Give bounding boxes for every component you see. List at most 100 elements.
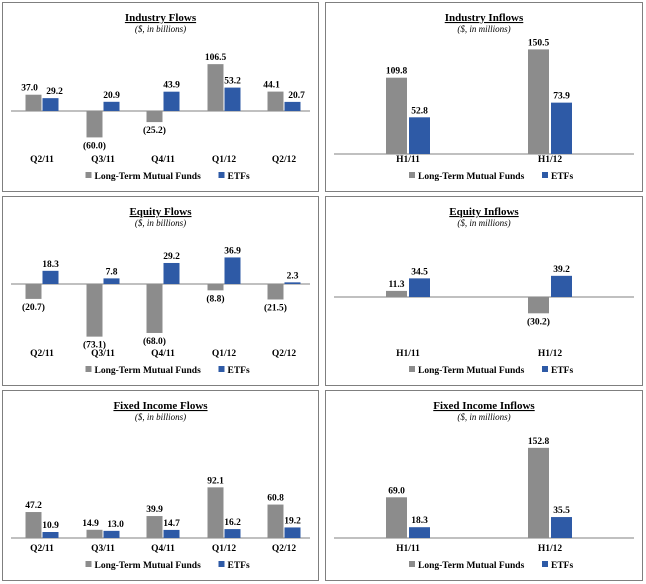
mutual-fund-bar-q3-11 xyxy=(86,284,103,337)
category-label: Q3/11 xyxy=(91,155,115,165)
etf-bar-q2-11 xyxy=(42,98,59,111)
legend-label-etfs: ETFs xyxy=(228,172,250,182)
etf-bar-q3-11 xyxy=(103,278,120,284)
legend-swatch-etfs xyxy=(542,366,548,372)
etf-bar-q4-11 xyxy=(163,91,180,111)
chart-subtitle: ($, in billions) xyxy=(135,24,186,34)
equity-inflows-chart: Equity Inflows ($, in millions) 11.3 (30.2)… xyxy=(325,196,643,386)
category-label: Q1/12 xyxy=(212,155,237,165)
mutual-fund-bar-q2-11 xyxy=(25,284,42,299)
data-label: 2.3 xyxy=(287,271,299,281)
equity-flows-svg: Equity Flows($, in billions) (20.7) (73.1)… xyxy=(11,206,310,376)
data-label: (30.2) xyxy=(527,316,550,327)
fixed-income-flows-chart: Fixed Income Flows ($, in billions) 47.2 14… xyxy=(2,390,319,581)
mutual-fund-bar-q1-12 xyxy=(207,487,224,538)
etf-bar-q2-12 xyxy=(284,101,301,111)
legend-swatch-mutual-funds xyxy=(85,172,92,178)
data-label: 14.9 xyxy=(82,519,99,529)
category-label: H1/12 xyxy=(538,155,563,165)
category-label: Q2/11 xyxy=(30,544,54,554)
data-label: 7.8 xyxy=(106,267,118,277)
data-label: 36.9 xyxy=(224,246,241,256)
category-label: Q2/12 xyxy=(272,544,297,554)
category-label: Q1/12 xyxy=(212,544,237,554)
mutual-fund-bar-q2-11 xyxy=(25,512,42,538)
legend-swatch-mutual-funds xyxy=(409,172,415,178)
etf-bar-q3-11 xyxy=(103,530,120,538)
data-label: 19.2 xyxy=(284,516,301,526)
etf-bar-q2-12 xyxy=(284,527,301,538)
data-label: (73.1) xyxy=(83,340,106,351)
data-label: 29.2 xyxy=(46,87,63,97)
data-label: (21.5) xyxy=(264,302,287,313)
industry-flows-svg: Industry Flows($, in billions) 37.0 (60.0)… xyxy=(11,12,310,182)
etf-bar-q2-11 xyxy=(42,532,59,538)
mutual-fund-bar-q2-12 xyxy=(267,91,284,111)
mutual-fund-bar-q3-11 xyxy=(86,111,103,138)
data-label: 52.8 xyxy=(411,106,428,116)
data-label: 73.9 xyxy=(553,92,570,102)
chart-title: Industry Inflows xyxy=(445,12,524,24)
data-label: 18.3 xyxy=(411,516,428,526)
legend-label-mutual-funds: Long-Term Mutual Funds xyxy=(95,561,202,571)
mutual-fund-bar-q4-11 xyxy=(146,111,163,123)
data-label: 18.3 xyxy=(42,260,59,270)
chart-subtitle: ($, in millions) xyxy=(457,218,510,228)
category-label: Q1/12 xyxy=(212,349,237,359)
legend-label-etfs: ETFs xyxy=(228,366,250,376)
mutual-fund-bar-q1-12 xyxy=(207,64,224,111)
data-label: 16.2 xyxy=(224,518,241,528)
category-label: Q2/11 xyxy=(30,349,54,359)
legend-swatch-mutual-funds xyxy=(409,561,415,567)
data-label: 29.2 xyxy=(163,252,180,262)
data-label: 11.3 xyxy=(388,280,404,290)
data-label: 14.7 xyxy=(163,519,180,529)
legend-label-mutual-funds: Long-Term Mutual Funds xyxy=(418,172,525,182)
data-label: 152.8 xyxy=(528,437,550,447)
data-label: 109.8 xyxy=(386,67,408,77)
mutual-fund-bar-q1-12 xyxy=(207,284,224,291)
data-label: 20.9 xyxy=(103,91,120,101)
data-label: 13.0 xyxy=(107,520,124,530)
legend-label-etfs: ETFs xyxy=(551,172,573,182)
data-label: 10.9 xyxy=(42,521,59,531)
chart-subtitle: ($, in billions) xyxy=(135,412,186,422)
data-label: 69.0 xyxy=(388,486,405,496)
etf-bar-h1-11 xyxy=(409,278,430,297)
legend-swatch-mutual-funds xyxy=(85,561,92,567)
legend-swatch-mutual-funds xyxy=(85,366,92,372)
category-label: H1/11 xyxy=(396,349,420,359)
category-label: Q3/11 xyxy=(91,544,115,554)
industry-inflows-svg: Industry Inflows($, in millions) 109.8 150… xyxy=(334,12,634,182)
chart-title: Equity Flows xyxy=(129,206,192,218)
mutual-fund-bar-q2-12 xyxy=(267,284,284,300)
data-label: 53.2 xyxy=(224,77,241,87)
industry-inflows-chart: Industry Inflows ($, in millions) 109.8 150… xyxy=(325,2,643,192)
mutual-fund-bar-h1-12 xyxy=(528,297,549,314)
etf-bar-q3-11 xyxy=(103,101,120,111)
etf-bar-q1-12 xyxy=(224,87,241,111)
equity-inflows-svg: Equity Inflows($, in millions) 11.3 (30.2)… xyxy=(334,206,634,376)
category-label: Q2/11 xyxy=(30,155,54,165)
mutual-fund-bar-q4-11 xyxy=(146,284,163,333)
data-label: 34.5 xyxy=(411,267,428,277)
mutual-fund-bar-h1-12 xyxy=(528,447,549,538)
data-label: (60.0) xyxy=(83,140,106,151)
data-label: 92.1 xyxy=(207,476,224,486)
category-label: Q2/12 xyxy=(272,349,297,359)
mutual-fund-bar-q4-11 xyxy=(146,516,163,538)
etf-bar-q1-12 xyxy=(224,257,241,284)
category-label: H1/11 xyxy=(396,544,420,554)
legend-swatch-etfs xyxy=(542,561,548,567)
chart-title: Equity Inflows xyxy=(449,206,519,218)
etf-bar-h1-11 xyxy=(409,527,430,538)
etf-bar-h1-12 xyxy=(551,102,572,154)
data-label: 39.2 xyxy=(553,265,570,275)
category-label: Q2/12 xyxy=(272,155,297,165)
legend-label-mutual-funds: Long-Term Mutual Funds xyxy=(418,561,525,571)
legend-swatch-etfs xyxy=(218,172,225,178)
chart-title: Fixed Income Inflows xyxy=(433,400,535,412)
data-label: 43.9 xyxy=(163,81,180,91)
category-label: H1/12 xyxy=(538,349,563,359)
legend-label-etfs: ETFs xyxy=(228,561,250,571)
